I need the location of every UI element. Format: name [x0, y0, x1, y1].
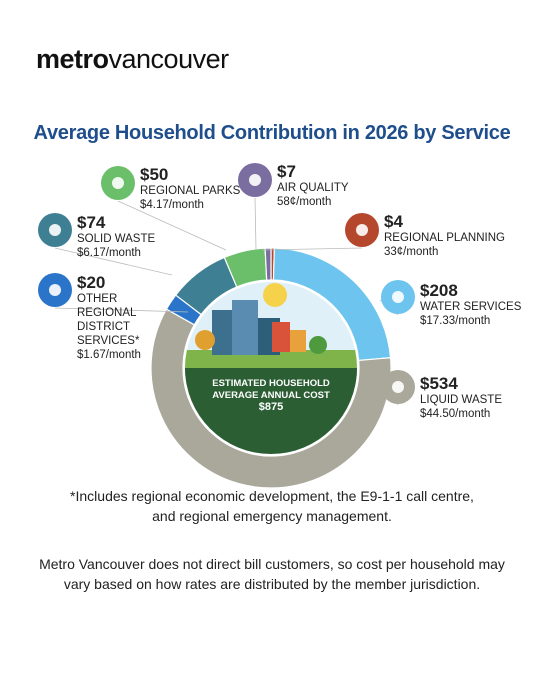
service-icon-glyph	[392, 381, 404, 393]
category-label: LIQUID WASTE	[420, 394, 502, 406]
value-label: $4	[384, 212, 403, 231]
leader-line	[261, 247, 363, 251]
category-label: REGIONAL PARKS	[140, 185, 241, 197]
service-icon-glyph	[249, 174, 261, 186]
chart-title: Average Household Contribution in 2026 b…	[33, 122, 511, 144]
value-label: $20	[77, 273, 106, 292]
center-label: AVERAGE ANNUAL COST	[212, 390, 330, 401]
value-label: $7	[277, 162, 296, 181]
leader-line	[54, 247, 173, 276]
logo: metrovancouver	[36, 44, 229, 75]
center-label: $875	[259, 401, 283, 413]
service-icon-glyph	[112, 177, 124, 189]
service-icon-glyph	[49, 284, 61, 296]
monthly-label: $44.50/month	[420, 408, 491, 420]
service-label: $7 AIR QUALITY 58¢/month	[277, 162, 397, 209]
service-label: $20 OTHER REGIONAL DISTRICT SERVICES* $1.6…	[77, 273, 149, 362]
note: Metro Vancouver does not direct bill cus…	[39, 556, 505, 592]
value-label: $74	[77, 213, 106, 232]
service-label: $50 REGIONAL PARKS $4.17/month	[140, 165, 260, 212]
center-label: ESTIMATED HOUSEHOLD	[212, 378, 330, 389]
monthly-label: $6.17/month	[77, 247, 141, 259]
leader-line	[54, 307, 189, 313]
service-icon-glyph	[49, 224, 61, 236]
category-label: REGIONAL PLANNING	[384, 232, 505, 244]
category-label: SOLID WASTE	[77, 233, 156, 245]
category-label: OTHER REGIONAL DISTRICT SERVICES*	[77, 293, 140, 347]
leader-line	[117, 200, 227, 251]
value-label: $50	[140, 165, 169, 184]
service-label: $74 SOLID WASTE $6.17/month	[77, 213, 197, 260]
service-icon-glyph	[356, 224, 368, 236]
logo-regular: vancouver	[108, 44, 230, 74]
monthly-label: $4.17/month	[140, 199, 204, 211]
footnote: *Includes regional economic development,…	[70, 488, 474, 524]
monthly-label: 58¢/month	[277, 196, 332, 208]
monthly-label: $17.33/month	[420, 315, 491, 327]
monthly-label: $1.67/month	[77, 349, 141, 361]
service-label: $534 LIQUID WASTE $44.50/month	[420, 374, 540, 421]
service-label: $208 WATER SERVICES $17.33/month	[420, 281, 540, 328]
category-label: WATER SERVICES	[420, 301, 522, 313]
monthly-label: 33¢/month	[384, 246, 439, 258]
service-icon-glyph	[392, 291, 404, 303]
category-label: AIR QUALITY	[277, 182, 349, 194]
leader-line	[254, 197, 257, 251]
service-label: $4 REGIONAL PLANNING 33¢/month	[384, 212, 514, 259]
logo-bold: metro	[36, 44, 109, 74]
slice	[264, 247, 272, 281]
value-label: $208	[420, 281, 458, 300]
slice	[150, 308, 392, 489]
value-label: $534	[420, 374, 458, 393]
